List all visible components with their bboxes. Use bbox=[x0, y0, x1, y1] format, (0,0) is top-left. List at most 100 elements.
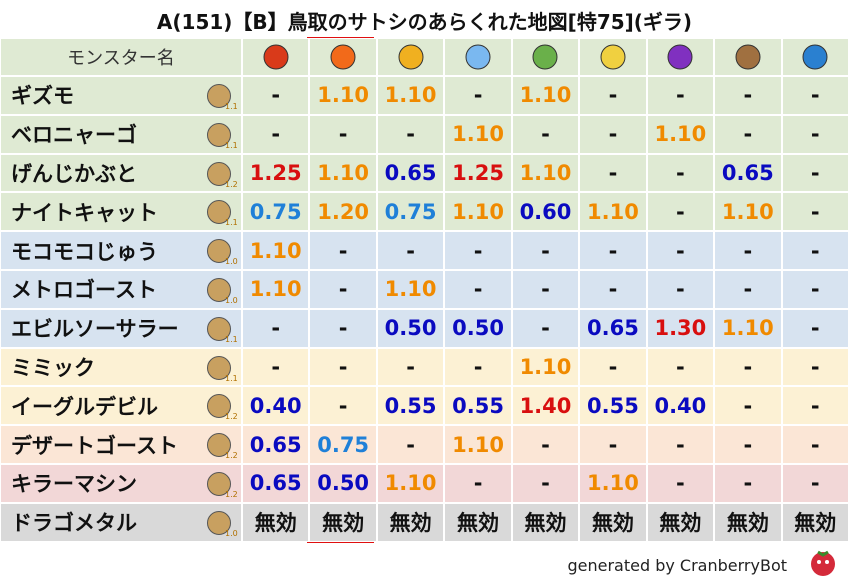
value-cell: - bbox=[444, 347, 512, 387]
value-cell: - bbox=[781, 464, 849, 503]
value-cell: - bbox=[646, 153, 715, 193]
monster-tag: 1.1 bbox=[225, 218, 238, 228]
name-cell: げんじかぶと 1.2 bbox=[0, 153, 242, 193]
value-cell: 1.10 bbox=[714, 308, 782, 348]
name-cell: デザートゴースト 1.2 bbox=[0, 425, 242, 464]
value-cell: 1.10 bbox=[376, 270, 445, 309]
value-cell: - bbox=[646, 192, 715, 232]
monster-icon bbox=[207, 472, 231, 496]
logo bbox=[811, 550, 835, 576]
value-cell: - bbox=[511, 114, 580, 154]
monster-icon bbox=[207, 355, 231, 380]
value-cell: - bbox=[781, 308, 849, 348]
name-cell: イーグルデビル 1.2 bbox=[0, 386, 242, 426]
value-cell: 1.10 bbox=[511, 153, 580, 193]
value-cell: - bbox=[511, 464, 580, 503]
element-icon bbox=[330, 44, 356, 70]
name-cell: モコモコじゅう 1.0 bbox=[0, 231, 242, 270]
value-cell: - bbox=[646, 270, 715, 309]
value-cell: 無効 bbox=[511, 502, 580, 542]
value-cell: - bbox=[309, 270, 377, 309]
value-cell: - bbox=[714, 76, 782, 115]
value-cell: 1.40 bbox=[511, 386, 580, 426]
value-cell: - bbox=[579, 270, 647, 309]
monster-tag: 1.2 bbox=[225, 179, 238, 189]
value-cell: 0.50 bbox=[444, 308, 512, 348]
monster-icon bbox=[207, 200, 231, 225]
element-icon bbox=[398, 44, 424, 70]
value-cell: - bbox=[511, 308, 580, 348]
value-cell: - bbox=[309, 386, 377, 426]
monster-tag: 1.2 bbox=[225, 451, 238, 461]
monster-icon bbox=[207, 122, 231, 147]
value-cell: 1.10 bbox=[646, 114, 715, 154]
value-cell: 0.40 bbox=[646, 386, 715, 426]
value-cell: - bbox=[579, 425, 647, 464]
value-cell: 0.65 bbox=[376, 153, 445, 193]
monster-icon bbox=[207, 278, 231, 302]
value-cell: 1.20 bbox=[309, 192, 377, 232]
name-cell: ナイトキャット 1.1 bbox=[0, 192, 242, 232]
value-cell: 1.25 bbox=[444, 153, 512, 193]
value-cell: - bbox=[781, 270, 849, 309]
value-cell: - bbox=[242, 76, 310, 115]
value-cell: - bbox=[309, 347, 377, 387]
name-cell: メトロゴースト 1.0 bbox=[0, 270, 242, 309]
header-icon-cell bbox=[579, 38, 647, 76]
element-icon bbox=[600, 44, 626, 70]
monster-icon bbox=[207, 316, 231, 341]
value-cell: - bbox=[242, 308, 310, 348]
footer: generated by CranberryBot bbox=[567, 556, 787, 575]
value-cell: 1.10 bbox=[444, 114, 512, 154]
value-cell: - bbox=[444, 231, 512, 270]
value-cell: 0.75 bbox=[242, 192, 310, 232]
element-icon bbox=[532, 44, 558, 70]
value-cell: 1.10 bbox=[579, 192, 647, 232]
title: A(151)【B】鳥取のサトシのあらくれた地図[特75](ギラ) bbox=[156, 10, 693, 34]
header-cell: モンスター名 bbox=[0, 38, 242, 76]
value-cell: 0.60 bbox=[511, 192, 580, 232]
value-cell: 無効 bbox=[646, 502, 715, 542]
header-icon-cell bbox=[646, 38, 715, 76]
value-cell: 1.10 bbox=[309, 153, 377, 193]
value-cell: - bbox=[714, 464, 782, 503]
monster-icon bbox=[207, 84, 231, 108]
value-cell: 1.10 bbox=[376, 76, 445, 115]
monster-icon bbox=[207, 161, 231, 186]
value-cell: - bbox=[781, 425, 849, 464]
value-cell: - bbox=[579, 153, 647, 193]
value-cell: - bbox=[781, 153, 849, 193]
value-cell: 0.65 bbox=[242, 425, 310, 464]
value-cell: 0.65 bbox=[242, 464, 310, 503]
monster-tag: 1.1 bbox=[225, 140, 238, 150]
value-cell: - bbox=[309, 231, 377, 270]
value-cell: - bbox=[444, 464, 512, 503]
name-cell: ベロニャーゴ 1.1 bbox=[0, 114, 242, 154]
value-cell: - bbox=[781, 192, 849, 232]
monster-tag: 1.2 bbox=[225, 490, 238, 499]
value-cell: 無効 bbox=[579, 502, 647, 542]
value-cell: - bbox=[579, 76, 647, 115]
value-cell: 1.10 bbox=[444, 425, 512, 464]
monster-icon bbox=[207, 394, 231, 419]
header-icon-cell bbox=[309, 38, 377, 76]
monster-icon bbox=[207, 433, 231, 458]
monster-tag: 1.1 bbox=[225, 102, 238, 111]
element-icon bbox=[802, 44, 828, 70]
value-cell: - bbox=[714, 231, 782, 270]
element-icon bbox=[735, 44, 761, 70]
value-cell: - bbox=[376, 347, 445, 387]
value-cell: 無効 bbox=[309, 502, 377, 542]
name-cell: エビルソーサラー 1.1 bbox=[0, 308, 242, 348]
value-cell: 1.30 bbox=[646, 308, 715, 348]
value-cell: - bbox=[444, 76, 512, 115]
value-cell: - bbox=[714, 347, 782, 387]
value-cell: 1.10 bbox=[309, 76, 377, 115]
value-cell: 1.10 bbox=[511, 347, 580, 387]
element-icon bbox=[465, 44, 491, 70]
value-cell: - bbox=[376, 114, 445, 154]
value-cell: 無効 bbox=[781, 502, 849, 542]
value-cell: - bbox=[309, 114, 377, 154]
monster-tag: 1.0 bbox=[225, 257, 238, 267]
